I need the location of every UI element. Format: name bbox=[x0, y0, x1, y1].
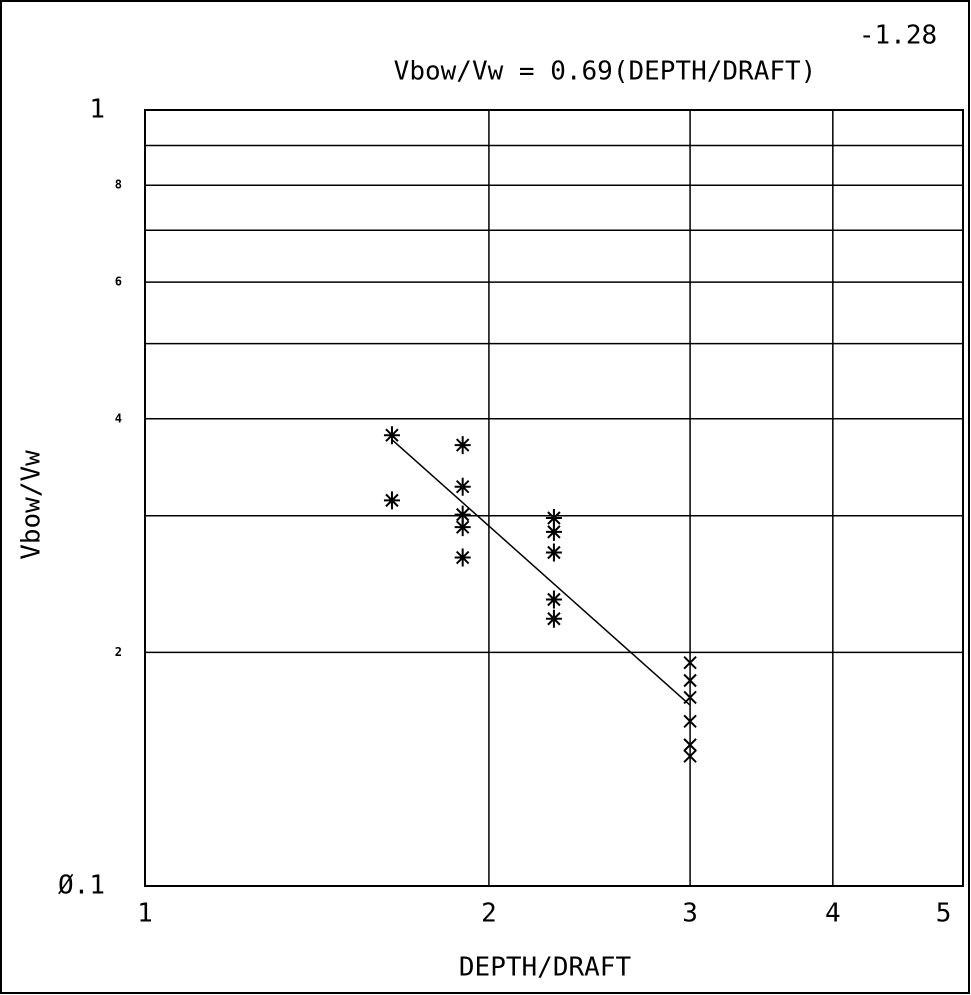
data-point bbox=[683, 673, 697, 688]
title-exponent: -1.28 bbox=[859, 21, 937, 51]
y-tick-label: 1 bbox=[89, 95, 105, 125]
y-tick-label: 8 bbox=[115, 178, 122, 192]
data-point bbox=[454, 436, 471, 455]
data-point bbox=[545, 590, 562, 609]
x-tick-label: 2 bbox=[481, 899, 497, 929]
y-tick-label: 6 bbox=[115, 275, 122, 289]
x-tick-label: 3 bbox=[682, 899, 698, 929]
data-point bbox=[454, 548, 471, 567]
data-point bbox=[545, 509, 562, 528]
x-tick-label: 4 bbox=[825, 899, 841, 929]
data-point bbox=[454, 505, 471, 524]
data-point bbox=[383, 491, 400, 510]
x-tick-label: 1 bbox=[137, 899, 153, 929]
data-point bbox=[383, 426, 400, 445]
data-point bbox=[683, 738, 697, 752]
data-point bbox=[683, 749, 697, 763]
data-point bbox=[545, 522, 562, 541]
chart-title: Vbow/Vw = 0.69(DEPTH/DRAFT) bbox=[394, 57, 817, 87]
fit-line bbox=[391, 439, 691, 706]
x-axis-label: DEPTH/DRAFT bbox=[459, 953, 632, 983]
data-point bbox=[683, 714, 697, 729]
x-tick-label: 5 bbox=[936, 899, 952, 929]
y-tick-label: Ø.1 bbox=[58, 871, 105, 901]
y-axis-label: Vbow/Vw bbox=[17, 450, 47, 560]
data-point bbox=[683, 690, 697, 705]
y-tick-label: 4 bbox=[115, 411, 122, 425]
data-point bbox=[545, 543, 562, 562]
data-point bbox=[545, 609, 562, 628]
y-tick-label: 2 bbox=[115, 645, 122, 659]
plot-border bbox=[144, 109, 964, 887]
data-point bbox=[683, 655, 697, 670]
data-point bbox=[454, 518, 471, 537]
data-point bbox=[454, 477, 471, 496]
